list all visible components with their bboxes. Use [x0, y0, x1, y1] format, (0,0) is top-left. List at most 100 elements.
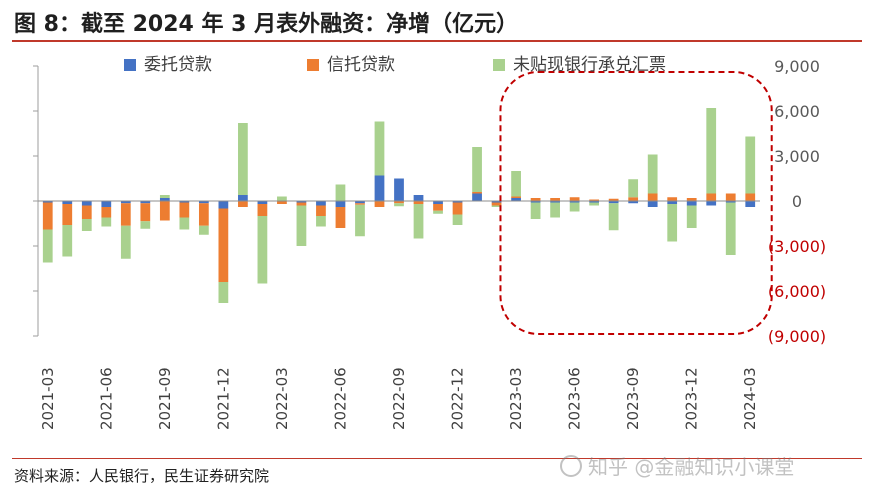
x-tick-label: 2021-09	[156, 367, 174, 430]
bar-segment	[667, 204, 678, 242]
bar-segment	[725, 193, 736, 201]
source-divider	[12, 458, 862, 459]
legend-item: 委托贷款	[124, 55, 212, 75]
watermark-text: 知乎 @金融知识小课堂	[588, 455, 795, 479]
stacked-bar-chart: 9,000 6,000 3,000 0 (3,000) (6,000) (9,000) 202…	[33, 55, 826, 430]
watermark-logo-icon	[560, 455, 582, 477]
bar-segment	[706, 193, 717, 201]
bar-segment	[335, 201, 346, 207]
bar-segment	[316, 205, 326, 216]
bar-segment	[608, 201, 619, 204]
bar-segment	[140, 201, 151, 204]
bar-segment	[452, 214, 463, 225]
bar-segment	[257, 201, 268, 204]
bar-segment	[101, 217, 112, 227]
bar-segment	[725, 201, 736, 203]
bar-segment	[491, 201, 502, 203]
bar-segment	[608, 203, 619, 231]
bar-segment	[101, 207, 112, 218]
chart-title: 图 8：截至 2024 年 3 月表外融资：净增（亿元）	[14, 12, 519, 37]
x-tick-label: 2023-06	[566, 367, 584, 430]
bar-segment	[42, 229, 53, 263]
legend-swatch	[307, 59, 319, 71]
bar-segment	[530, 201, 541, 203]
legend-item: 未贴现银行承兑汇票	[493, 55, 666, 75]
bar-segment	[62, 201, 73, 204]
x-tick-label: 2021-12	[214, 367, 232, 430]
bar-segment	[179, 201, 190, 203]
bar-segment	[316, 201, 326, 206]
y-tick-label: 6,000	[774, 102, 820, 121]
bar-segment	[647, 201, 658, 207]
bar-segment	[62, 225, 73, 257]
bar-segment	[433, 204, 443, 211]
bar-segment	[42, 201, 53, 203]
bar-segment	[140, 203, 151, 222]
bar-segment	[511, 198, 521, 201]
bar-segment	[277, 201, 287, 204]
bar-segment	[335, 184, 346, 201]
bar-segment	[550, 201, 560, 203]
watermark: 知乎 @金融知识小课堂	[560, 451, 794, 480]
bar-segment	[218, 282, 229, 303]
bar-segment	[179, 217, 190, 230]
bar-segment	[569, 197, 580, 201]
bar-segment	[413, 204, 424, 239]
bar-segment	[198, 203, 209, 226]
bar-segment	[355, 203, 365, 205]
y-tick-label: 3,000	[774, 147, 820, 166]
bar-segment	[589, 199, 600, 201]
x-tick-label: 2022-09	[390, 367, 408, 430]
bar-segment	[159, 198, 170, 201]
bar-segment	[198, 201, 209, 204]
bar-segment	[530, 202, 541, 219]
x-tick-label: 2022-12	[449, 367, 467, 430]
bar-segment	[745, 193, 756, 201]
bar-segment	[452, 202, 463, 215]
bar-segment	[628, 201, 639, 204]
x-tick-label: 2022-06	[331, 367, 349, 430]
bar-segment	[452, 201, 463, 203]
bar-segment	[159, 201, 170, 221]
bar-segment	[238, 123, 248, 195]
bar-segment	[686, 198, 697, 201]
y-tick-label: (9,000)	[768, 327, 826, 346]
legend-swatch	[493, 59, 505, 71]
bar-segment	[472, 193, 482, 201]
bar-segment	[238, 195, 248, 201]
bar-segment	[511, 171, 521, 197]
bar-segment	[120, 225, 131, 259]
source-note: 资料来源：人民银行，民生证券研究院	[14, 467, 270, 485]
bar-segment	[374, 121, 385, 176]
y-tick-label: 0	[792, 192, 802, 211]
bar-segment	[198, 225, 209, 235]
bar-segment	[569, 202, 580, 212]
bar-segment	[316, 216, 326, 227]
bar-segment	[550, 202, 560, 218]
bar-segment	[530, 198, 541, 201]
bar-segment	[374, 175, 385, 201]
bar-segment	[179, 202, 190, 218]
y-tick-label: 9,000	[774, 57, 820, 76]
bar-segment	[257, 216, 268, 284]
bar-segment	[296, 202, 307, 206]
bar-segment	[394, 203, 404, 207]
bar-segment	[491, 202, 502, 206]
bar-segment	[140, 221, 151, 229]
bar-segment	[647, 193, 658, 201]
bar-segment	[745, 136, 756, 194]
bar-segment	[647, 154, 658, 194]
bar-segment	[413, 201, 424, 204]
x-tick-label: 2021-03	[39, 367, 57, 430]
bar-segment	[569, 201, 580, 203]
bar-segment	[257, 204, 268, 216]
bar-segment	[296, 205, 307, 246]
bar-segment	[745, 201, 756, 207]
bar-segment	[686, 201, 697, 206]
bar-segment	[42, 202, 53, 230]
bar-segment	[491, 205, 502, 207]
bar-segment	[355, 204, 365, 237]
x-tick-label: 2023-12	[683, 367, 701, 430]
bar-segment	[81, 205, 92, 219]
bar-segment	[725, 202, 736, 255]
